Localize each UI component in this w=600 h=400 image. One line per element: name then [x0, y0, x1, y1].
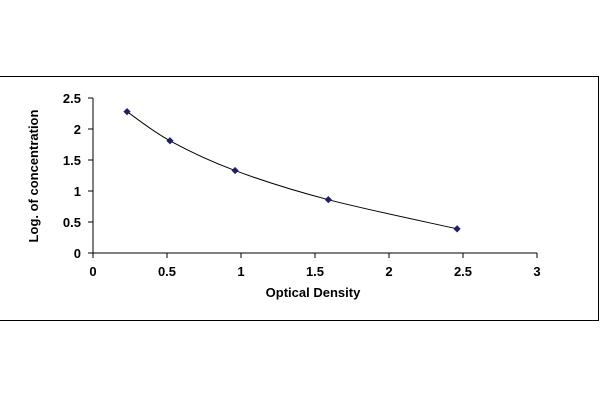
y-tick-label-5: 2.5 [63, 91, 81, 106]
x-tick-label-3: 1.5 [306, 264, 324, 279]
data-point-0 [123, 108, 131, 116]
x-axis-title: Optical Density [266, 285, 361, 300]
y-tick-label-4: 2 [74, 122, 81, 137]
y-axis-title: Log. of concentration [26, 110, 41, 243]
data-point-3 [324, 196, 332, 204]
data-point-1 [166, 137, 174, 145]
axes [88, 97, 538, 258]
x-tick-label-2: 1 [237, 264, 244, 279]
tick-labels: 0 0.5 1 1.5 2 2.5 0 0.5 1 1.5 2 2.5 3 [63, 91, 541, 279]
trend-curve [126, 111, 458, 230]
x-tick-label-1: 0.5 [158, 264, 176, 279]
y-tick-label-1: 0.5 [63, 215, 81, 230]
x-tick-label-6: 3 [533, 264, 540, 279]
x-tick-label-4: 2 [385, 264, 392, 279]
chart-frame [0, 76, 599, 321]
y-tick-label-3: 1.5 [63, 153, 81, 168]
x-tick-label-0: 0 [89, 264, 96, 279]
data-points [123, 108, 461, 233]
data-point-4 [453, 225, 461, 233]
x-tick-label-5: 2.5 [454, 264, 472, 279]
data-point-2 [231, 166, 239, 175]
y-tick-label-0: 0 [74, 246, 81, 261]
trend-curve-layer [126, 111, 458, 230]
y-tick-label-2: 1 [74, 184, 81, 199]
